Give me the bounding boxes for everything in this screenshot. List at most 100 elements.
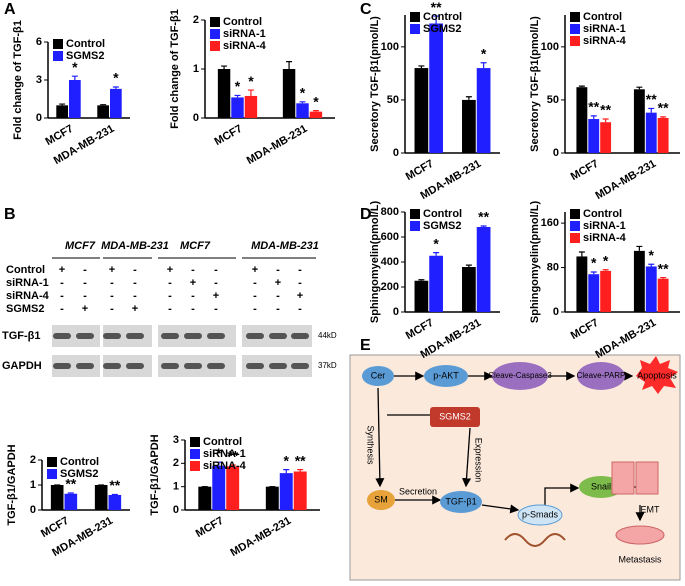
significance: ** [109,477,120,493]
y-tick-label: 400 [381,256,399,268]
band-label: TGF-β1 [2,330,41,342]
blot-sign: + [190,277,196,289]
panel-label: D [360,206,372,223]
blot-sign: + [275,277,281,289]
error-bar [111,493,118,496]
significance: * [313,93,319,109]
blot-sign: + [213,290,219,302]
x-tick-label: MCF7 [194,515,226,540]
edge-label: Expression [474,438,484,483]
blot-sign: - [168,277,172,289]
y-axis-label: TGF-β1/GAPDH [6,444,18,525]
y-tick-label: 200 [381,281,399,293]
dna [504,533,566,547]
blot-row-label: SGMS2 [6,303,45,315]
blot-sign: - [168,303,172,315]
x-tick-label: MDA-MB-231 [245,123,310,167]
bar [414,280,429,312]
error-bar [247,89,254,96]
blot-sign: - [191,264,195,276]
legend-swatch [570,12,580,22]
band [246,363,264,369]
bar [64,493,78,510]
band [76,333,94,339]
x-tick-label: MCF7 [569,158,601,183]
x-tick-label: MCF7 [39,515,71,540]
legend-label: SGMS2 [60,468,99,480]
node-label: p-Smads [522,509,559,519]
y-tick-label: 50 [547,94,559,106]
y-tick-label: 0 [30,504,36,516]
band [126,363,144,369]
y-tick-label: 2 [173,457,179,469]
bar [110,88,122,118]
band [269,333,287,339]
blot-group-label: MDA-MB-231 [251,240,319,252]
bar [279,473,293,510]
blot-sign: - [83,290,87,302]
bar [588,274,600,312]
node-label: SM [374,494,388,504]
y-tick-label: 3 [173,434,179,446]
error-bar [433,15,440,24]
legend-label: SGMS2 [423,23,462,35]
band [207,363,225,369]
blot-sign: - [214,277,218,289]
y-tick-label: 2 [193,14,199,26]
bar [588,119,600,153]
legend-swatch [570,36,580,46]
y-tick-label: 0 [173,504,179,516]
node [577,362,625,390]
blot-group-label: MCF7 [180,240,211,252]
legend-swatch [410,24,420,34]
band [76,363,94,369]
legend-label: siRNA-4 [583,35,627,47]
error-bar [648,263,655,267]
legend-swatch [570,221,580,231]
blot-sign: - [298,303,302,315]
error-bar [648,107,655,113]
blot-sign: - [60,290,64,302]
diagram: Cer p-AKT Cleave-Caspase3 Cleave-PARP Ap… [349,354,681,581]
band [207,333,225,339]
node-label: Metastasis [618,554,662,564]
y-tick-label: 0 [393,306,399,318]
legend-label: SGMS2 [423,220,462,232]
node-label: Cleave-PARP [577,371,626,380]
legend-label: siRNA-1 [223,28,266,40]
bar [600,270,612,312]
significance: * [433,235,439,251]
error-bar [59,103,66,106]
error-bar [660,116,667,118]
band [184,363,202,369]
legend-swatch [53,39,63,49]
y-tick-label: 3 [36,74,42,86]
error-bar [312,110,319,112]
legend-label: Control [423,208,462,220]
legend-label: siRNA-4 [583,232,627,244]
blot-sign: - [110,277,114,289]
error-bar [297,469,304,472]
error-bar [229,464,236,467]
blot-sign: + [252,264,258,276]
blot-sign: - [276,303,280,315]
blot-sign: + [167,264,173,276]
blot-sign: - [253,303,257,315]
error-bar [465,96,472,100]
blot-sign: - [60,277,64,289]
legend-label: Control [583,208,622,220]
node [517,504,563,526]
band [291,363,309,369]
blot-group-label: MCF7 [65,240,96,252]
error-bar [636,86,643,90]
band [53,333,71,339]
significance: ** [65,476,76,492]
bar [50,485,64,510]
error-bar [590,115,597,120]
y-tick-label: 100 [381,41,399,53]
node [492,362,548,390]
error-bar [283,469,290,474]
error-bar [418,279,425,281]
legend-swatch [570,209,580,219]
x-tick-label: MCF7 [44,123,76,148]
